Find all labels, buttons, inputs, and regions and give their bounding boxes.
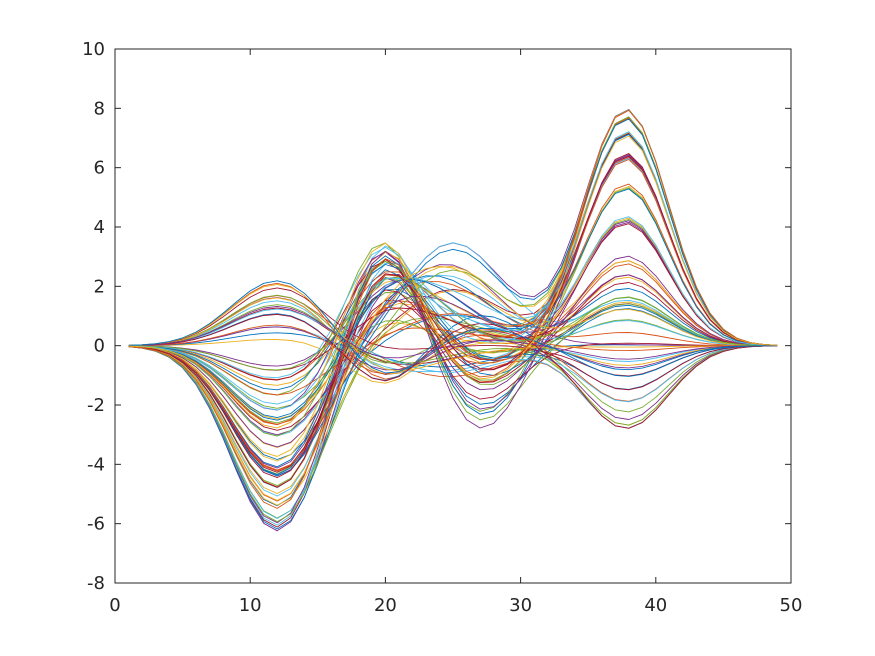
series-line (128, 297, 778, 375)
y-tick-label: -8 (87, 573, 105, 594)
tick-label-layer: 0 10 20 30 40 50 -8 -6 -4 -2 0 2 4 6 8 10 (82, 39, 802, 616)
tick-layer (114, 48, 792, 584)
y-tick-label: -6 (87, 514, 105, 535)
series-line (128, 313, 778, 381)
series-line (128, 109, 778, 509)
series-line (128, 305, 778, 360)
series-line (128, 262, 778, 526)
x-tick-label: 0 (109, 595, 120, 616)
series-line (128, 159, 778, 471)
series-layer (128, 109, 778, 532)
series-line (128, 280, 778, 374)
series-line (128, 281, 778, 425)
y-tick-label: 4 (94, 217, 105, 238)
y-tick-label: 10 (82, 39, 105, 60)
x-tick-label: 40 (644, 595, 667, 616)
y-tick-label: 2 (94, 276, 105, 297)
series-line (128, 135, 778, 429)
series-line (128, 313, 778, 429)
series-line (128, 276, 778, 371)
y-tick-label: 8 (94, 98, 105, 119)
y-tick-label: -4 (87, 454, 105, 475)
x-tick-label: 20 (374, 595, 397, 616)
series-line (128, 216, 778, 411)
series-line (128, 255, 778, 469)
series-line (128, 319, 778, 409)
x-tick-label: 30 (509, 595, 532, 616)
series-line (128, 153, 778, 479)
series-line (128, 275, 778, 530)
series-line (128, 324, 778, 375)
series-line (128, 304, 778, 426)
series-line (128, 259, 778, 488)
series-line (128, 131, 778, 379)
y-tick-label: 6 (94, 158, 105, 179)
series-line (128, 118, 778, 477)
series-line (128, 183, 778, 396)
axis-box (114, 48, 792, 584)
series-line (128, 265, 778, 501)
y-tick-label: -2 (87, 395, 105, 416)
x-tick-label: 10 (239, 595, 262, 616)
x-tick-label: 50 (780, 595, 803, 616)
y-tick-label: 0 (94, 336, 105, 357)
series-line (128, 287, 778, 391)
series-line (128, 188, 778, 421)
